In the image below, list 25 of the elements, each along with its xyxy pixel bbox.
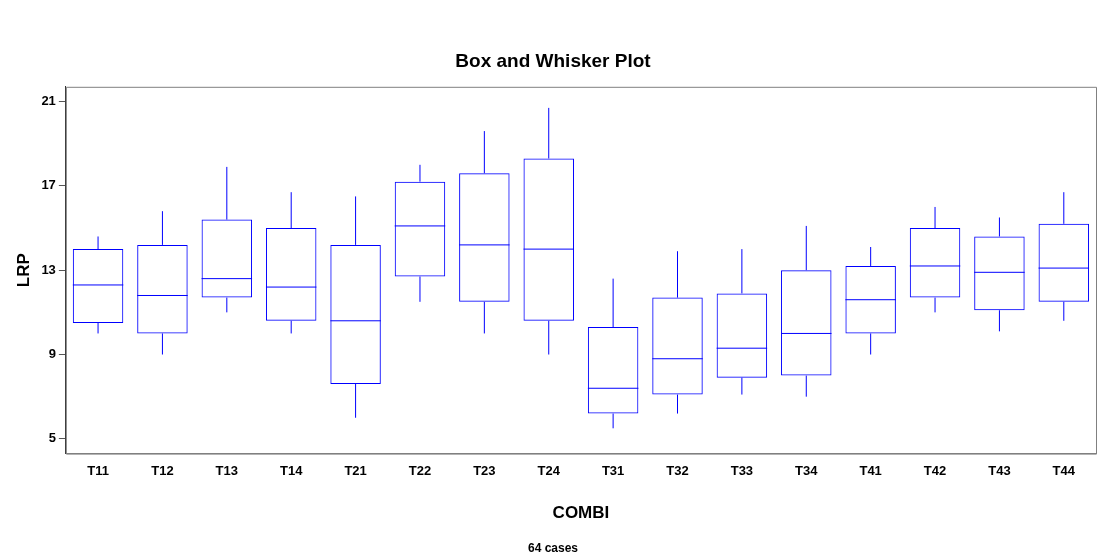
x-tick-label: T33 [730, 462, 754, 478]
x-tick-label: T13 [215, 462, 239, 478]
x-tick-label: T41 [859, 462, 882, 478]
x-tick-label: T44 [1052, 462, 1076, 478]
chart-title: Box and Whisker Plot [455, 49, 652, 71]
x-tick-label: T32 [666, 462, 689, 478]
y-tick-label: 21 [41, 93, 56, 109]
x-tick-label: T14 [280, 462, 304, 478]
y-tick-label: 17 [41, 177, 56, 193]
x-tick-label: T31 [601, 462, 625, 478]
x-tick-label: T12 [151, 462, 174, 478]
y-tick-label: 9 [48, 346, 56, 362]
x-tick-label: T43 [988, 462, 1011, 478]
x-tick-label: T21 [344, 462, 367, 478]
y-axis-title: LRP [13, 253, 33, 288]
x-tick-label: T34 [795, 462, 819, 478]
x-axis-title: COMBI [552, 503, 610, 523]
x-tick-label: T42 [923, 462, 947, 478]
y-tick-label: 5 [48, 430, 56, 446]
x-tick-label: T24 [537, 462, 561, 478]
x-tick-label: T11 [87, 462, 109, 478]
x-tick-label: T23 [473, 462, 496, 478]
y-tick-label: 13 [41, 261, 56, 277]
x-tick-label: T22 [408, 462, 432, 478]
text: 64 cases [527, 541, 579, 556]
